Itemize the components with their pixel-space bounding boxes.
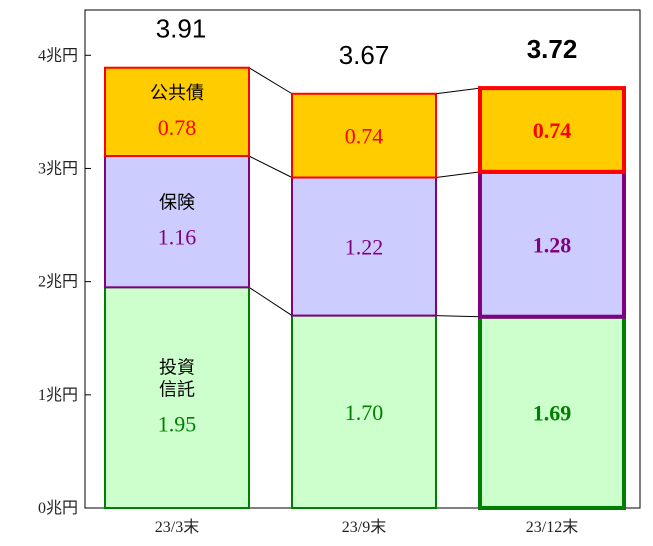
segment-value-label: 1.95 <box>158 412 197 437</box>
connector-line <box>248 155 293 178</box>
segment-value-label: 1.28 <box>533 232 572 257</box>
segment-value-label: 1.70 <box>345 400 384 425</box>
segment-value-label: 1.69 <box>533 400 572 425</box>
x-axis: 23/3末 23/9末 23/12末 <box>155 518 578 536</box>
series-label: 投資 <box>159 358 195 378</box>
x-category-label: 23/12末 <box>526 518 578 536</box>
x-category-label: 23/3末 <box>155 518 199 536</box>
bar-segment <box>478 169 626 319</box>
y-tick-label: 2兆円 <box>38 273 78 291</box>
y-tick-label: 3兆円 <box>38 159 78 177</box>
total-label: 3.91 <box>156 14 207 44</box>
segment-value-label: 1.16 <box>158 225 197 250</box>
segment-value-label: 0.74 <box>345 124 384 149</box>
y-tick-label: 0兆円 <box>38 499 78 517</box>
bar-segment <box>478 86 626 174</box>
connector-line <box>435 315 481 318</box>
y-axis: 0兆円 1兆円 2兆円 3兆円 4兆円 <box>38 46 91 517</box>
bar-segment <box>104 155 250 289</box>
series-label: 公共債 <box>150 83 204 103</box>
total-label: 3.67 <box>339 40 390 70</box>
segment-value-label: 0.78 <box>158 115 197 140</box>
series-label: 信託 <box>159 380 195 400</box>
bar-segment <box>291 92 437 179</box>
bar-segment <box>478 314 626 510</box>
bar-segment <box>291 176 437 317</box>
total-label: 3.72 <box>527 34 578 64</box>
connector-lines <box>248 67 481 318</box>
connector-line <box>435 87 481 95</box>
connector-line <box>248 286 293 317</box>
y-tick-label: 4兆円 <box>38 46 78 64</box>
y-tick-label: 1兆円 <box>38 386 78 404</box>
segment-value-label: 0.74 <box>533 118 572 143</box>
bar-segment <box>291 314 437 509</box>
connector-line <box>435 171 481 179</box>
connector-line <box>248 67 293 95</box>
series-label: 保険 <box>159 193 195 213</box>
total-labels: 3.91 3.67 3.72 <box>156 14 578 70</box>
bar-segment <box>104 66 250 158</box>
x-category-label: 23/9末 <box>342 518 386 536</box>
segment-value-label: 1.22 <box>345 235 384 260</box>
